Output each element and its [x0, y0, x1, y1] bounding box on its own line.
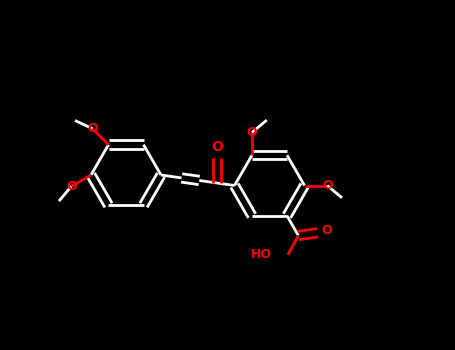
Text: O: O	[66, 180, 76, 193]
Text: O: O	[247, 126, 258, 139]
Text: O: O	[87, 122, 98, 135]
Text: O: O	[211, 140, 223, 154]
Text: HO: HO	[251, 248, 272, 261]
Text: O: O	[322, 224, 333, 237]
Text: O: O	[322, 179, 333, 192]
